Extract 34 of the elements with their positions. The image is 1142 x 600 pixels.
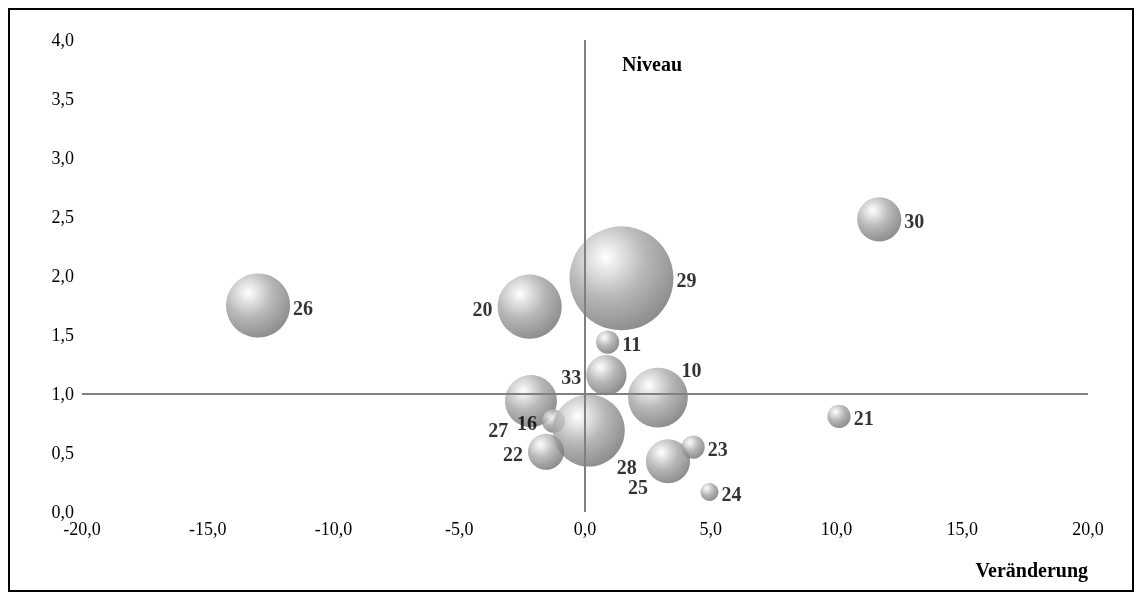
series-label: 27	[488, 418, 509, 441]
series-label: 22	[503, 442, 523, 465]
y-tick-label: 1,0	[51, 384, 74, 404]
x-tick-label: 20,0	[1072, 519, 1104, 539]
x-tick-label: -10,0	[314, 519, 353, 539]
x-axis-title: Veränderung	[975, 559, 1088, 582]
y-tick-label: 0,5	[51, 443, 74, 463]
series-label: 30	[904, 210, 925, 233]
x-tick-label: 5,0	[699, 519, 722, 539]
y-tick-label: 4,0	[51, 30, 74, 50]
series-label: 24	[721, 482, 742, 505]
series-label: 33	[561, 366, 582, 389]
y-tick-label: 1,5	[51, 325, 74, 345]
y-tick-label: 3,0	[51, 148, 74, 168]
x-tick-label: -15,0	[189, 519, 227, 539]
series-label: 29	[676, 269, 697, 292]
x-tick-label: 0,0	[573, 519, 597, 539]
series-label: 11	[622, 333, 642, 356]
series-label: 28	[616, 455, 637, 478]
series-label: 25	[628, 476, 649, 499]
series-label: 21	[853, 407, 874, 430]
x-tick-label: -20,0	[63, 519, 101, 539]
x-tick-label: 10,0	[820, 519, 853, 539]
x-tick-label: -5,0	[445, 519, 474, 539]
series-label: 23	[707, 438, 728, 461]
x-tick-label: 15,0	[946, 519, 978, 539]
series-label: 26	[293, 296, 314, 319]
y-tick-label: 2,0	[51, 266, 74, 286]
series-label: 20	[472, 297, 493, 320]
series-label: 10	[681, 359, 702, 382]
y-tick-label: 2,5	[51, 207, 74, 227]
y-axis-title: Niveau	[622, 53, 682, 75]
y-tick-label: 3,5	[51, 89, 74, 109]
y-tick-label: 0,0	[51, 502, 74, 522]
